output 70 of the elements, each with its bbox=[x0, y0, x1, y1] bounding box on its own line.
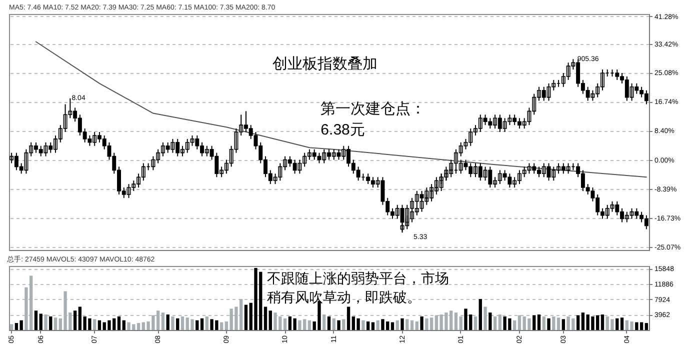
bar bbox=[454, 312, 458, 330]
bar bbox=[532, 315, 536, 330]
bar bbox=[117, 316, 121, 330]
bar bbox=[54, 318, 58, 330]
bar bbox=[498, 314, 502, 330]
bar bbox=[366, 321, 370, 330]
bar bbox=[327, 316, 331, 330]
bar bbox=[337, 320, 340, 330]
bar bbox=[600, 314, 604, 330]
bar bbox=[390, 322, 394, 330]
bar bbox=[220, 322, 224, 330]
bar bbox=[166, 314, 170, 330]
bar bbox=[171, 316, 174, 330]
bar bbox=[180, 316, 184, 330]
bar bbox=[410, 320, 414, 330]
bar bbox=[518, 315, 522, 330]
bar bbox=[562, 319, 565, 330]
annotation: 第一次建仓点： bbox=[320, 100, 426, 118]
bar bbox=[308, 320, 312, 330]
annotation: 创业板指数叠加 bbox=[272, 56, 378, 73]
bar bbox=[512, 320, 516, 330]
bar bbox=[161, 312, 165, 330]
bar bbox=[49, 316, 52, 330]
annotation: 稍有风吹草动，即跌破。 bbox=[266, 289, 421, 305]
bar bbox=[537, 314, 541, 330]
bar bbox=[644, 323, 648, 330]
bar bbox=[547, 318, 550, 330]
bar bbox=[196, 320, 199, 330]
bar bbox=[493, 316, 497, 330]
bar bbox=[10, 324, 14, 330]
bar bbox=[93, 319, 96, 330]
bar bbox=[332, 318, 336, 330]
bar bbox=[488, 312, 492, 330]
bar bbox=[136, 323, 140, 330]
bar bbox=[478, 298, 482, 330]
bar bbox=[346, 306, 350, 330]
bar bbox=[396, 320, 399, 330]
bar bbox=[459, 316, 462, 330]
bar bbox=[176, 318, 180, 330]
bar bbox=[552, 316, 556, 330]
annotation: 不跟随上涨的弱势平台，市场 bbox=[266, 270, 449, 286]
bar bbox=[264, 306, 268, 330]
bar bbox=[420, 316, 424, 330]
bar bbox=[484, 306, 487, 330]
bar bbox=[556, 318, 560, 330]
bar bbox=[371, 322, 375, 330]
bar bbox=[44, 314, 48, 330]
bar bbox=[542, 316, 546, 330]
line-series bbox=[35, 41, 647, 178]
bar bbox=[362, 320, 365, 330]
bar bbox=[34, 310, 38, 330]
bar bbox=[342, 319, 346, 330]
bar bbox=[244, 304, 248, 330]
bar bbox=[122, 320, 126, 330]
bar bbox=[620, 318, 624, 330]
annotation: 6.38元 bbox=[320, 122, 365, 139]
bar bbox=[400, 318, 404, 330]
bar bbox=[415, 321, 418, 330]
bar bbox=[73, 310, 77, 330]
bar bbox=[200, 318, 204, 330]
bar bbox=[205, 316, 208, 330]
bar bbox=[98, 320, 102, 330]
bar bbox=[39, 314, 42, 330]
bar bbox=[406, 319, 409, 330]
bar bbox=[576, 315, 580, 330]
bar bbox=[616, 318, 619, 330]
bar bbox=[474, 316, 478, 330]
bar bbox=[268, 310, 272, 330]
bar bbox=[322, 314, 326, 330]
bar bbox=[376, 320, 380, 330]
